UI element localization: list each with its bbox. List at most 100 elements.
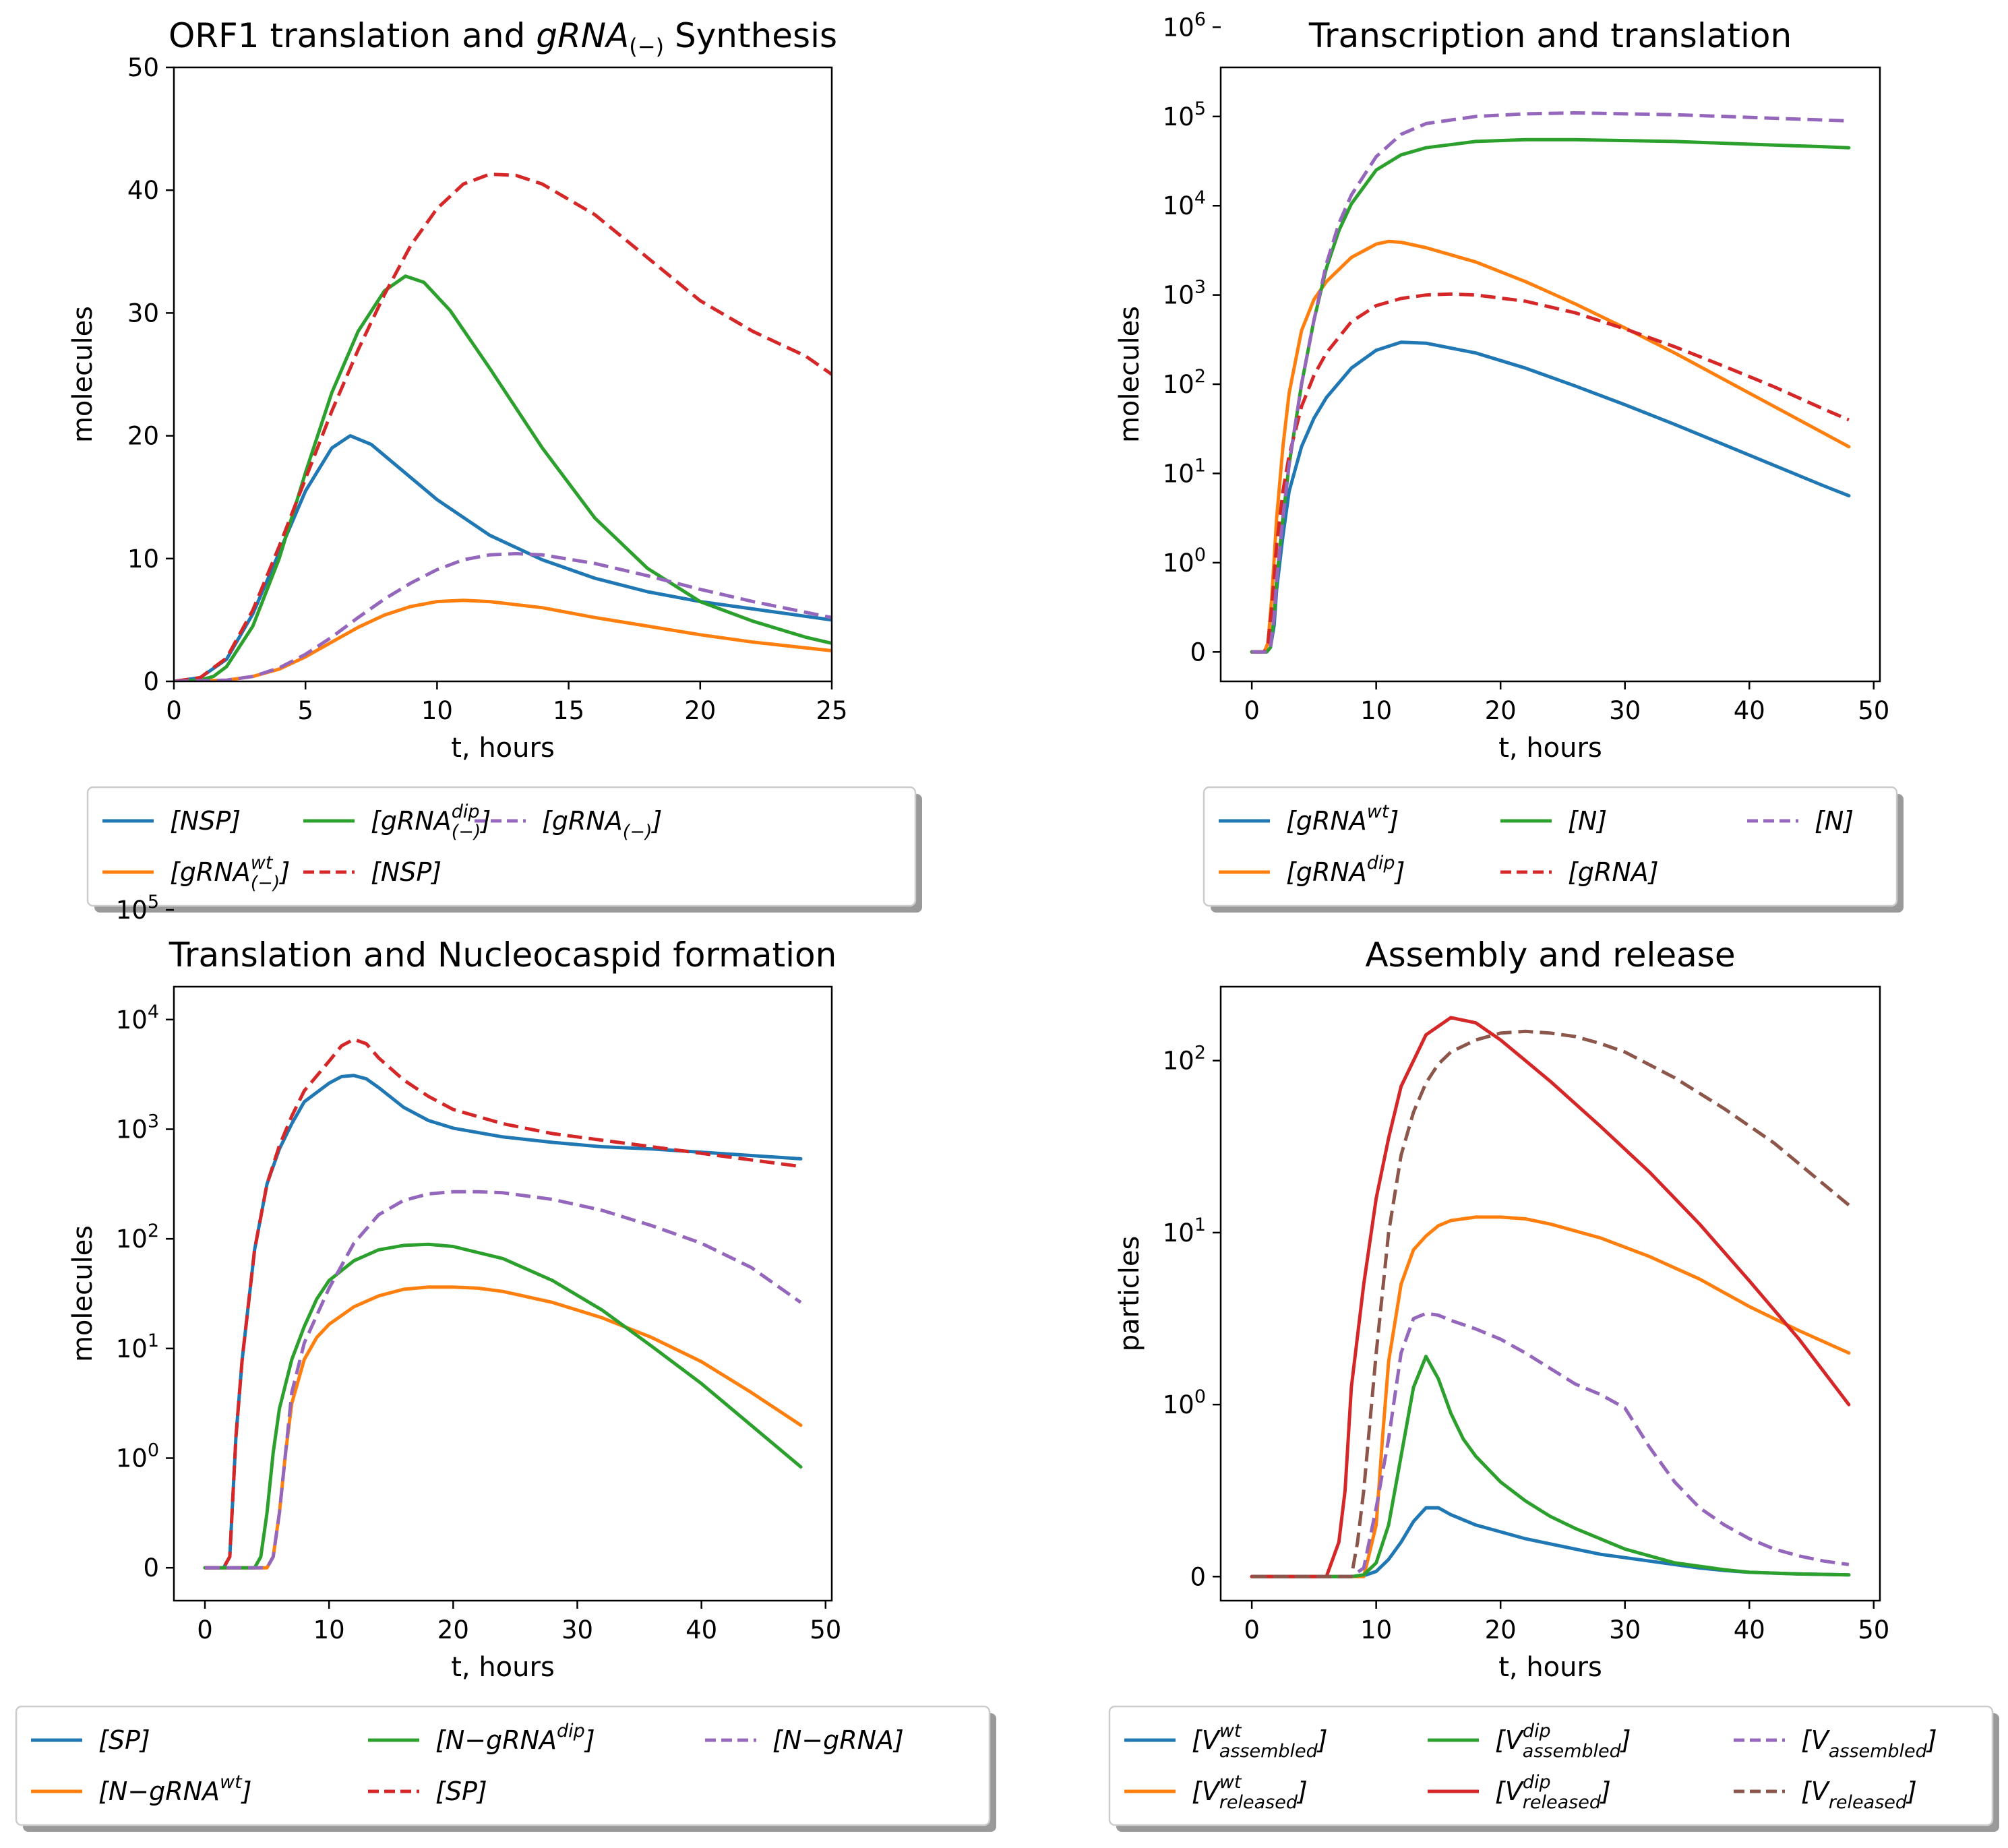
series-line-2 xyxy=(1250,239,1851,654)
legend-entry-1: [SP] xyxy=(98,1725,150,1755)
plot-area xyxy=(174,173,832,681)
y-axis-label: particles xyxy=(1114,1236,1145,1352)
y-tick-label: 0 xyxy=(143,667,159,696)
legend-box xyxy=(15,1705,991,1826)
x-tick-label: 50 xyxy=(1858,696,1889,725)
legend-entry-5: [gRNA(−)] xyxy=(542,806,662,842)
legend-entry-3: [Vdip assembled] xyxy=(1495,1721,1631,1762)
axes-frame xyxy=(173,66,833,683)
series-line-3 xyxy=(174,274,832,681)
legend-entry-2: [gRNAdip] xyxy=(1286,853,1405,887)
series-line-4 xyxy=(205,1037,801,1570)
y-tick-label: 101 xyxy=(116,1330,159,1363)
y-tick-label: 10 xyxy=(127,545,159,574)
legend-entry-3: [N−gRNAdip] xyxy=(435,1721,595,1755)
series-line-1 xyxy=(174,434,832,681)
chart-panel-4: Assembly and release 0 10 20 30 40 50 0 100 101 10… xyxy=(1108,935,1999,1832)
y-tick-label: 102 xyxy=(116,1221,159,1254)
plot-area xyxy=(203,1037,803,1570)
y-tick-label: 105 xyxy=(1163,98,1206,131)
x-axis-label: t, hours xyxy=(1498,1652,1602,1683)
series-line-4 xyxy=(1252,292,1850,654)
series-line-5 xyxy=(1252,1312,1850,1578)
y-tick-label: 20 xyxy=(127,422,159,451)
axes-frame xyxy=(1219,985,1881,1602)
legend-entry-4: [Vdip released] xyxy=(1495,1772,1611,1813)
y-tick-label: 104 xyxy=(1163,187,1206,220)
series-line-2 xyxy=(174,598,832,681)
x-tick-label: 30 xyxy=(1609,696,1641,725)
legend-entry-1: [NSP] xyxy=(170,806,241,836)
legend: [SP] [N−gRNAwt] [N−gRNAdip] [SP] [N−gRNA] xyxy=(15,1705,996,1832)
x-tick-label: 50 xyxy=(810,1615,841,1644)
x-tick-label: 10 xyxy=(421,696,453,725)
y-tick-label: 104 xyxy=(116,1002,159,1035)
series-line-3 xyxy=(203,1242,803,1570)
series-line-5 xyxy=(205,1190,802,1570)
y-tick-label: 100 xyxy=(1163,1386,1206,1419)
x-tick-label: 15 xyxy=(553,696,584,725)
x-axis-label: t, hours xyxy=(1498,733,1602,764)
x-tick-label: 5 xyxy=(297,696,313,725)
y-tick-label: 106 xyxy=(1163,9,1206,42)
x-tick-label: 0 xyxy=(197,1615,213,1644)
legend-entry-1: [Vwt assembled] xyxy=(1192,1721,1328,1762)
axes-frame xyxy=(1219,66,1881,683)
y-tick-label: 102 xyxy=(1163,366,1206,399)
chart-title: Translation and Nucleocaspid formation xyxy=(169,935,837,975)
x-tick-label: 40 xyxy=(1734,1615,1765,1644)
chart-title: Assembly and release xyxy=(1365,935,1735,975)
y-tick-label: 50 xyxy=(127,53,159,82)
series-line-3 xyxy=(1250,137,1851,654)
chart-panel-1: ORF1 translation and gRNA(−) Synthesis 0 5… xyxy=(67,16,922,913)
legend-entry-2: [gRNAwt (−)] xyxy=(170,853,290,894)
x-tick-label: 20 xyxy=(437,1615,469,1644)
series-line-1 xyxy=(203,1074,803,1570)
y-tick-label: 105 xyxy=(116,892,159,925)
x-axis-label: t, hours xyxy=(451,1652,555,1683)
series-line-5 xyxy=(174,552,832,681)
x-tick-label: 0 xyxy=(1244,1615,1260,1644)
legend-entry-5: [N] xyxy=(1815,806,1854,836)
legend-entry-5: [Vassembled] xyxy=(1801,1725,1937,1762)
y-tick-label: 101 xyxy=(1163,1214,1206,1248)
y-tick-label: 103 xyxy=(1163,277,1206,310)
legend-entry-2: [N−gRNAwt] xyxy=(98,1772,252,1806)
legend-box xyxy=(1203,786,1898,907)
series-line-4 xyxy=(1250,1016,1851,1578)
legend-box xyxy=(1108,1705,1994,1826)
x-tick-label: 20 xyxy=(1485,696,1517,725)
x-tick-label: 40 xyxy=(1734,696,1765,725)
series-line-2 xyxy=(203,1285,803,1570)
legend-box xyxy=(86,786,917,907)
series-line-1 xyxy=(1250,340,1851,654)
y-tick-label: 40 xyxy=(127,176,159,205)
x-tick-label: 20 xyxy=(684,696,716,725)
x-axis-label: t, hours xyxy=(451,733,555,764)
x-tick-label: 40 xyxy=(686,1615,717,1644)
y-tick-label: 100 xyxy=(1163,545,1206,578)
legend: [Vwt assembled] [Vwt released] [Vdip assemble… xyxy=(1108,1705,1999,1832)
x-tick-label: 10 xyxy=(313,1615,345,1644)
y-tick-label: 101 xyxy=(1163,455,1206,488)
y-tick-label: 103 xyxy=(116,1111,159,1144)
x-tick-label: 50 xyxy=(1858,1615,1889,1644)
plot-area xyxy=(1250,111,1851,654)
y-tick-label: 0 xyxy=(1190,638,1206,667)
legend: [NSP][gRNAwt (−)][gRNAdip (−)][NSP][gRNA(−… xyxy=(86,786,922,913)
legend-entry-2: [Vwt released] xyxy=(1192,1772,1308,1813)
y-tick-label: 102 xyxy=(1163,1043,1206,1076)
legend-entry-4: [SP] xyxy=(435,1777,487,1806)
x-tick-label: 0 xyxy=(166,696,182,725)
chart-title: Transcription and translation xyxy=(1308,16,1792,55)
legend-entry-1: [gRNAwt] xyxy=(1286,801,1399,836)
legend: [gRNAwt] [gRNAdip] [N] [gRNA] [N] xyxy=(1203,786,1904,913)
series-line-3 xyxy=(1250,1355,1851,1578)
series-line-2 xyxy=(1250,1215,1851,1578)
x-tick-label: 10 xyxy=(1360,1615,1392,1644)
legend-entry-3: [N] xyxy=(1568,806,1607,836)
legend-entry-5: [N−gRNA] xyxy=(772,1725,904,1755)
axes-frame xyxy=(173,985,833,1602)
